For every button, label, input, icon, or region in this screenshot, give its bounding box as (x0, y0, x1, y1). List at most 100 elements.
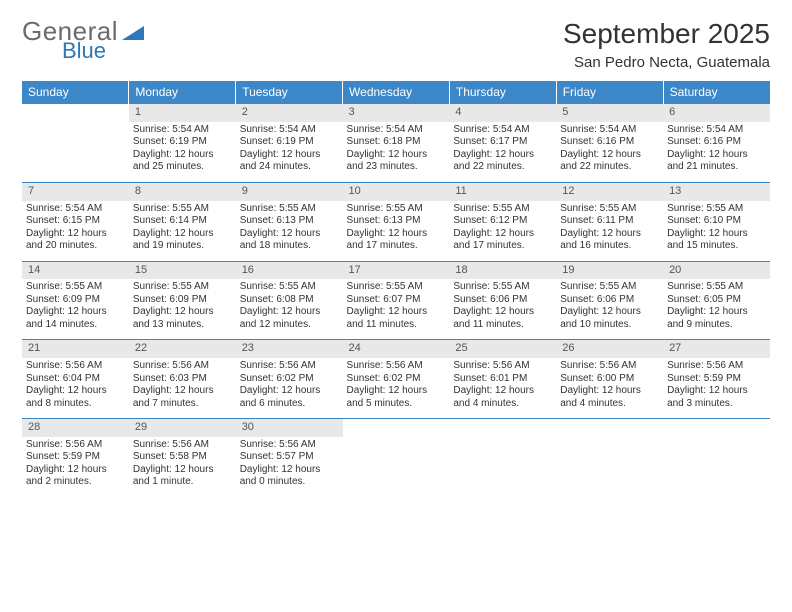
day-info-row: Sunrise: 5:56 AMSunset: 5:59 PMDaylight:… (22, 437, 770, 497)
day-info-line: Daylight: 12 hours (347, 385, 446, 398)
day-info-cell (449, 437, 556, 497)
day-info-line: Daylight: 12 hours (133, 306, 232, 319)
day-info-cell: Sunrise: 5:56 AMSunset: 5:58 PMDaylight:… (129, 437, 236, 497)
day-info-cell: Sunrise: 5:56 AMSunset: 5:59 PMDaylight:… (22, 437, 129, 497)
weekday-header: Wednesday (343, 81, 450, 104)
day-info-cell: Sunrise: 5:55 AMSunset: 6:14 PMDaylight:… (129, 201, 236, 262)
day-info-line: Daylight: 12 hours (240, 464, 339, 477)
day-info-line: Daylight: 12 hours (26, 306, 125, 319)
day-number-cell (343, 419, 450, 437)
day-info-line: Sunrise: 5:55 AM (347, 281, 446, 294)
day-number-cell (663, 419, 770, 437)
day-info-line: Daylight: 12 hours (133, 149, 232, 162)
header: General Blue September 2025 San Pedro Ne… (22, 18, 770, 71)
day-info-line: Daylight: 12 hours (667, 228, 766, 241)
day-number-cell: 11 (449, 182, 556, 200)
day-info-line: Daylight: 12 hours (667, 149, 766, 162)
day-info-cell: Sunrise: 5:56 AMSunset: 6:01 PMDaylight:… (449, 358, 556, 419)
day-info-line: and 4 minutes. (453, 398, 552, 411)
day-number-cell: 20 (663, 261, 770, 279)
day-info-cell: Sunrise: 5:55 AMSunset: 6:08 PMDaylight:… (236, 279, 343, 340)
day-info-line: Sunrise: 5:56 AM (560, 360, 659, 373)
day-info-line: Sunset: 6:12 PM (453, 215, 552, 228)
day-info-line: Daylight: 12 hours (560, 149, 659, 162)
day-info-line: Daylight: 12 hours (347, 228, 446, 241)
day-info-line: Sunset: 6:13 PM (240, 215, 339, 228)
day-info-line: and 4 minutes. (560, 398, 659, 411)
weekday-header: Thursday (449, 81, 556, 104)
day-number-cell: 21 (22, 340, 129, 358)
day-info-line: Sunset: 6:13 PM (347, 215, 446, 228)
day-info-line: Sunset: 6:06 PM (453, 294, 552, 307)
day-info-line: and 18 minutes. (240, 240, 339, 253)
day-info-line: and 6 minutes. (240, 398, 339, 411)
day-info-line: Daylight: 12 hours (667, 306, 766, 319)
day-number-row: 78910111213 (22, 182, 770, 200)
day-info-line: Sunset: 5:57 PM (240, 451, 339, 464)
day-info-row: Sunrise: 5:55 AMSunset: 6:09 PMDaylight:… (22, 279, 770, 340)
day-number-cell: 25 (449, 340, 556, 358)
day-info-cell: Sunrise: 5:55 AMSunset: 6:11 PMDaylight:… (556, 201, 663, 262)
weekday-header: Tuesday (236, 81, 343, 104)
day-info-line: Daylight: 12 hours (667, 385, 766, 398)
day-info-line: Sunrise: 5:56 AM (133, 439, 232, 452)
day-info-line: Daylight: 12 hours (133, 385, 232, 398)
day-number-cell: 29 (129, 419, 236, 437)
day-info-line: and 0 minutes. (240, 476, 339, 489)
day-number-cell: 12 (556, 182, 663, 200)
day-number-cell: 15 (129, 261, 236, 279)
day-info-cell: Sunrise: 5:55 AMSunset: 6:13 PMDaylight:… (236, 201, 343, 262)
day-info-line: Sunrise: 5:56 AM (26, 360, 125, 373)
day-info-line: Sunrise: 5:55 AM (26, 281, 125, 294)
day-number-cell (556, 419, 663, 437)
day-info-line: Daylight: 12 hours (240, 306, 339, 319)
day-info-cell: Sunrise: 5:56 AMSunset: 6:02 PMDaylight:… (236, 358, 343, 419)
day-info-line: Sunset: 6:09 PM (133, 294, 232, 307)
day-info-line: Sunset: 6:16 PM (560, 136, 659, 149)
day-info-line: Sunset: 6:16 PM (667, 136, 766, 149)
day-info-cell: Sunrise: 5:55 AMSunset: 6:13 PMDaylight:… (343, 201, 450, 262)
day-info-line: Sunset: 6:19 PM (133, 136, 232, 149)
day-info-line: Sunset: 6:11 PM (560, 215, 659, 228)
day-info-line: and 14 minutes. (26, 319, 125, 332)
day-number-cell: 8 (129, 182, 236, 200)
day-info-line: Sunrise: 5:54 AM (453, 124, 552, 137)
day-info-line: Daylight: 12 hours (240, 228, 339, 241)
day-number-cell: 19 (556, 261, 663, 279)
day-info-line: Sunset: 6:15 PM (26, 215, 125, 228)
day-info-line: Daylight: 12 hours (453, 228, 552, 241)
day-info-line: Sunrise: 5:54 AM (347, 124, 446, 137)
day-info-line: and 5 minutes. (347, 398, 446, 411)
day-info-line: Sunrise: 5:55 AM (133, 281, 232, 294)
day-info-cell (343, 437, 450, 497)
day-number-cell: 28 (22, 419, 129, 437)
day-number-cell: 16 (236, 261, 343, 279)
day-info-line: and 22 minutes. (453, 161, 552, 174)
day-info-cell (22, 122, 129, 183)
day-info-line: and 17 minutes. (347, 240, 446, 253)
day-info-line: Sunset: 6:04 PM (26, 373, 125, 386)
day-number-cell: 30 (236, 419, 343, 437)
weekday-header: Monday (129, 81, 236, 104)
day-info-line: Sunrise: 5:56 AM (133, 360, 232, 373)
day-number-cell: 7 (22, 182, 129, 200)
day-number-cell: 24 (343, 340, 450, 358)
day-number-cell: 5 (556, 104, 663, 122)
day-info-line: Daylight: 12 hours (453, 385, 552, 398)
day-info-cell (556, 437, 663, 497)
day-info-line: Sunrise: 5:56 AM (667, 360, 766, 373)
day-number-cell: 2 (236, 104, 343, 122)
day-info-row: Sunrise: 5:54 AMSunset: 6:19 PMDaylight:… (22, 122, 770, 183)
day-info-line: and 16 minutes. (560, 240, 659, 253)
day-info-cell: Sunrise: 5:55 AMSunset: 6:05 PMDaylight:… (663, 279, 770, 340)
day-info-line: and 8 minutes. (26, 398, 125, 411)
day-info-line: Daylight: 12 hours (133, 228, 232, 241)
day-number-row: 282930 (22, 419, 770, 437)
page-title: September 2025 (563, 18, 770, 50)
day-info-line: Sunrise: 5:56 AM (453, 360, 552, 373)
day-info-line: Sunset: 5:59 PM (667, 373, 766, 386)
day-info-line: Sunrise: 5:54 AM (133, 124, 232, 137)
day-info-line: Daylight: 12 hours (133, 464, 232, 477)
day-info-line: Sunrise: 5:54 AM (240, 124, 339, 137)
day-info-cell: Sunrise: 5:54 AMSunset: 6:18 PMDaylight:… (343, 122, 450, 183)
